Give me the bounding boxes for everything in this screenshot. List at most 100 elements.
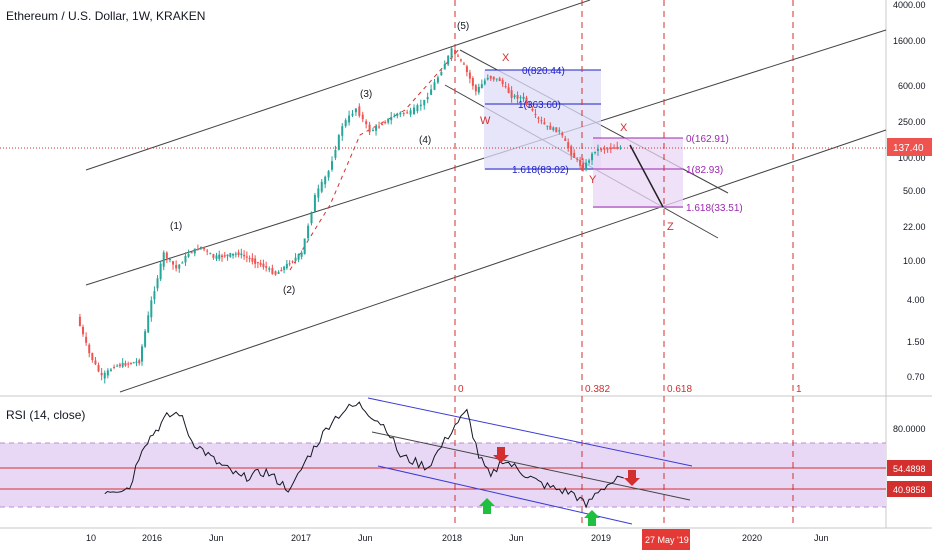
candle-body bbox=[327, 171, 330, 178]
candle-body bbox=[221, 255, 224, 258]
candle-body bbox=[265, 266, 268, 268]
x-tick: Jun bbox=[358, 533, 373, 543]
candle-body bbox=[168, 259, 171, 261]
fib-right-0-label: 0(162.91) bbox=[686, 134, 729, 145]
candle-body bbox=[576, 158, 579, 160]
candle-body bbox=[351, 113, 354, 116]
candle-body bbox=[223, 255, 226, 257]
rsi-blue-upper bbox=[367, 397, 693, 467]
candle-body bbox=[462, 63, 465, 65]
candle-body bbox=[471, 78, 474, 86]
wave-projection-dashed bbox=[289, 47, 461, 271]
candle-body bbox=[237, 252, 240, 256]
candle-body bbox=[124, 363, 127, 366]
candle-body bbox=[159, 263, 162, 280]
fib-box-left bbox=[484, 70, 601, 170]
rsi-y-tick: 80.0000 bbox=[893, 424, 926, 434]
candle-body bbox=[543, 122, 546, 125]
fib-left-1-label: 1(363.60) bbox=[518, 100, 561, 111]
candle-body bbox=[262, 263, 265, 268]
candle-body bbox=[240, 253, 243, 256]
time-fib-1-label: 1 bbox=[796, 384, 802, 395]
candle-body bbox=[361, 114, 364, 120]
candle-body bbox=[501, 80, 504, 85]
candle-body bbox=[402, 113, 405, 115]
candle-body bbox=[85, 336, 88, 343]
candle-body bbox=[409, 110, 412, 115]
candle-body bbox=[573, 152, 576, 158]
y-tick: 0.70 bbox=[907, 372, 925, 382]
candle-body bbox=[498, 78, 501, 82]
candle-body bbox=[561, 132, 564, 136]
candle-body bbox=[419, 104, 422, 107]
candle-body bbox=[433, 82, 436, 90]
candle-body bbox=[106, 370, 109, 376]
x-tick: Jun bbox=[509, 533, 524, 543]
candle-body bbox=[144, 331, 147, 347]
candle-body bbox=[606, 148, 609, 150]
candle-body bbox=[91, 352, 94, 361]
candle-body bbox=[582, 162, 585, 171]
candle-body bbox=[324, 176, 327, 185]
down-arrow-icon bbox=[624, 470, 640, 486]
x-tick: 2016 bbox=[142, 533, 162, 543]
candle-body bbox=[510, 90, 513, 98]
candle-body bbox=[354, 108, 357, 113]
wave-label-1: (1) bbox=[170, 221, 182, 232]
candle-body bbox=[531, 109, 534, 111]
rsi-gray-middle bbox=[371, 431, 691, 501]
x-tick: Jun bbox=[209, 533, 224, 543]
candle-body bbox=[348, 115, 351, 123]
candle-body bbox=[341, 126, 344, 136]
candle-body bbox=[384, 121, 387, 124]
candle-body bbox=[196, 248, 199, 250]
date-badge bbox=[642, 529, 690, 550]
candle-body bbox=[507, 87, 510, 93]
candle-body bbox=[468, 72, 471, 79]
time-axis[interactable]: 10 2016 Jun 2017 Jun 2018 Jun 2019 2020 … bbox=[86, 533, 829, 543]
candle-body bbox=[381, 124, 384, 126]
candle-body bbox=[248, 258, 251, 260]
candle-body bbox=[288, 263, 291, 265]
candle-body bbox=[337, 135, 340, 150]
candle-body bbox=[206, 250, 209, 252]
candle-body bbox=[525, 97, 528, 104]
candle-body bbox=[243, 254, 246, 257]
candle-body bbox=[447, 55, 450, 65]
candle-body bbox=[477, 86, 480, 93]
price-axis[interactable]: 4000.00 1600.00 600.00 250.00 100.00 50.… bbox=[893, 0, 926, 382]
candle-body bbox=[283, 266, 286, 270]
candle-body bbox=[129, 362, 132, 364]
x-tick: 2020 bbox=[742, 533, 762, 543]
candle-body bbox=[78, 316, 81, 326]
candle-body bbox=[187, 254, 190, 257]
candle-body bbox=[193, 248, 196, 254]
candle-body bbox=[552, 127, 555, 131]
candle-body bbox=[203, 246, 206, 250]
candle-body bbox=[178, 264, 181, 269]
candle-body bbox=[579, 160, 582, 166]
candle-body bbox=[399, 112, 402, 115]
candle-body bbox=[585, 162, 588, 170]
rsi-level-upper-badge bbox=[887, 460, 932, 476]
candle-body bbox=[522, 96, 525, 99]
time-fib-0618-label: 0.618 bbox=[667, 384, 692, 395]
candle-body bbox=[172, 261, 175, 265]
candle-body bbox=[368, 124, 371, 133]
candle-body bbox=[540, 120, 543, 122]
candle-body bbox=[251, 257, 254, 262]
candle-body bbox=[274, 271, 277, 275]
candle-body bbox=[113, 366, 116, 368]
candle-body bbox=[426, 97, 429, 100]
channel-upper-line bbox=[85, 0, 591, 171]
y-tick: 600.00 bbox=[898, 81, 926, 91]
chart-title: Ethereum / U.S. Dollar, 1W, KRAKEN bbox=[6, 9, 205, 23]
candle-body bbox=[97, 365, 100, 372]
candle-body bbox=[94, 360, 97, 365]
candle-body bbox=[300, 252, 303, 257]
candle-body bbox=[320, 181, 323, 192]
candle-body bbox=[313, 195, 316, 212]
candle-body bbox=[153, 291, 156, 300]
down-arrow-icon bbox=[493, 447, 509, 463]
candle-body bbox=[138, 360, 141, 364]
